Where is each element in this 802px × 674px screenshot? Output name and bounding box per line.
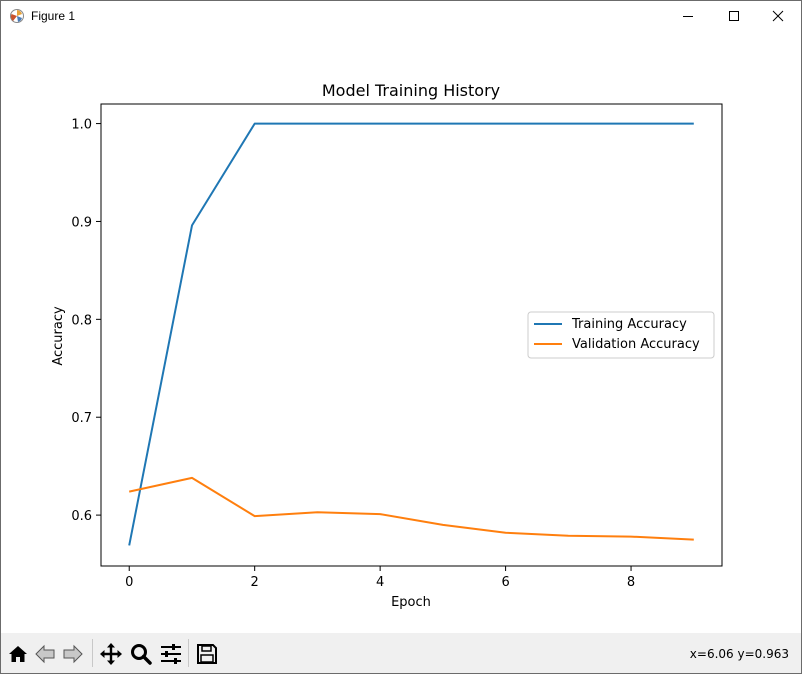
pan-button[interactable]: [98, 641, 124, 667]
zoom-icon: [131, 644, 152, 665]
zoom-button[interactable]: [128, 641, 154, 667]
x-tick-label: 2: [251, 575, 259, 590]
configure-subplots-icon: [161, 644, 181, 664]
minimize-button[interactable]: [665, 1, 711, 31]
back-icon: [35, 644, 55, 664]
home-button[interactable]: [5, 641, 31, 667]
maximize-button[interactable]: [711, 1, 757, 31]
close-icon: [772, 10, 784, 22]
y-tick-label: 0.6: [71, 509, 92, 524]
minimize-icon: [683, 16, 693, 17]
chart-title: Model Training History: [322, 81, 500, 100]
x-axis-label: Epoch: [391, 595, 431, 610]
y-tick-label: 0.8: [71, 313, 92, 328]
toolbar-separator: [188, 639, 189, 667]
line-chart: Model Training History Epoch Accuracy 0 2…: [51, 81, 723, 610]
matplotlib-icon: [9, 8, 25, 24]
legend-label-validation: Validation Accuracy: [572, 337, 700, 352]
maximize-icon: [729, 11, 739, 21]
toolbar-separator: [92, 639, 93, 667]
pan-icon: [100, 643, 122, 665]
navigation-toolbar: x=6.06 y=0.963: [1, 633, 801, 673]
legend: Training Accuracy Validation Accuracy: [527, 311, 715, 359]
x-tick-label: 4: [376, 575, 384, 590]
axes-frame: [100, 103, 723, 567]
y-tick-label: 0.7: [71, 411, 92, 426]
back-button[interactable]: [32, 641, 58, 667]
window-title: Figure 1: [31, 9, 76, 23]
cursor-coordinates: x=6.06 y=0.963: [689, 647, 789, 661]
forward-button[interactable]: [60, 641, 86, 667]
close-button[interactable]: [755, 1, 801, 31]
y-axis-label: Accuracy: [51, 306, 66, 366]
configure-subplots-button[interactable]: [158, 641, 184, 667]
y-tick-label: 1.0: [71, 118, 92, 133]
forward-icon: [63, 644, 83, 664]
series-line-0: [128, 122, 694, 546]
x-tick-label: 0: [125, 575, 133, 590]
legend-label-training: Training Accuracy: [571, 317, 687, 332]
home-icon: [9, 646, 27, 662]
figure-canvas[interactable]: Model Training History Epoch Accuracy 0 2…: [1, 31, 801, 633]
x-tick-label: 6: [501, 575, 509, 590]
save-button[interactable]: [194, 641, 220, 667]
series-line-1: [128, 476, 694, 541]
save-icon: [197, 644, 217, 664]
x-tick-label: 8: [627, 575, 635, 590]
legend-box: [527, 311, 715, 359]
title-bar[interactable]: Figure 1: [1, 1, 801, 31]
y-tick-label: 0.9: [71, 215, 92, 230]
